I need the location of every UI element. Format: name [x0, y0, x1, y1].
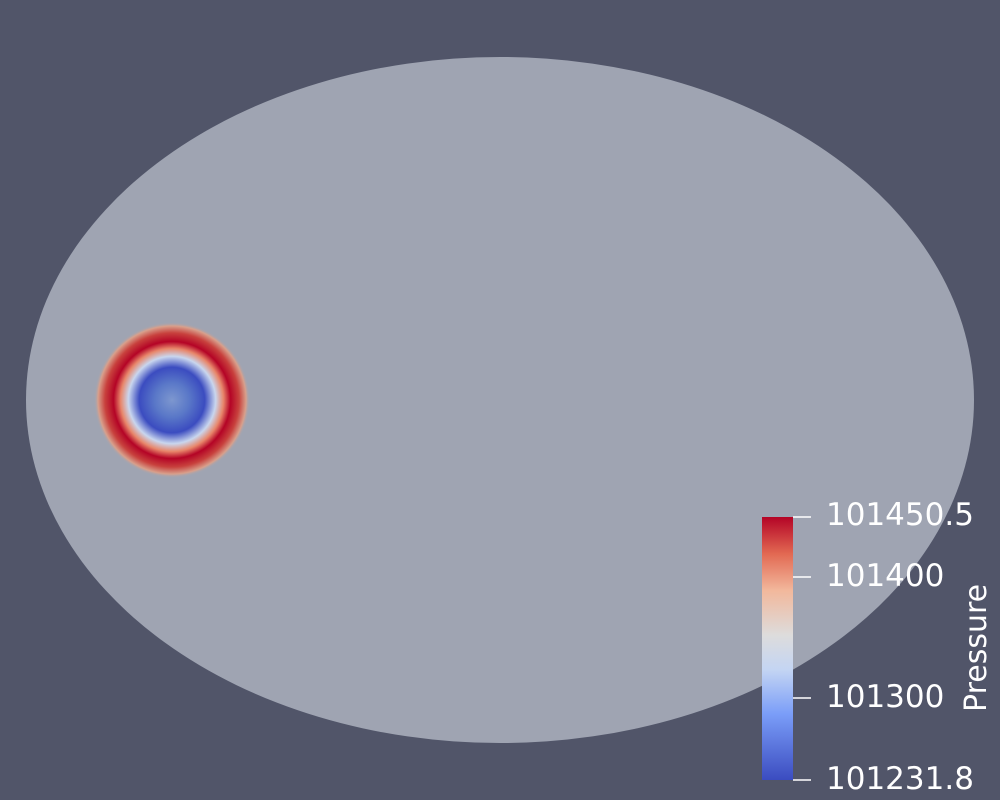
scalar-bar-min-label: 101231.8 [826, 761, 974, 797]
scalar-bar [762, 516, 811, 781]
scalar-bar-gradient [762, 517, 793, 780]
scalar-bar-tick-label: 101300 [826, 679, 945, 715]
scalar-bar-tick-label: 101400 [826, 558, 945, 594]
scalar-bar-max-label: 101450.5 [826, 497, 974, 533]
domain-ellipse [26, 57, 974, 743]
pressure-pulse [94, 322, 250, 478]
scalar-bar-title: Pressure [959, 583, 994, 712]
